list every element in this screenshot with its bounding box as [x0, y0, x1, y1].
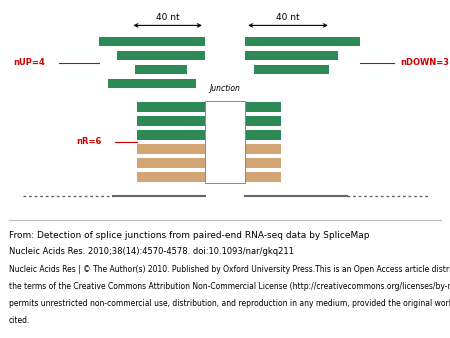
Bar: [245, 37, 360, 46]
Bar: [137, 172, 205, 182]
Bar: [245, 144, 281, 153]
Text: 40 nt: 40 nt: [276, 14, 300, 22]
Text: cited.: cited.: [9, 316, 31, 325]
Bar: [245, 51, 338, 61]
Text: Junction: Junction: [210, 84, 240, 93]
Bar: [137, 144, 205, 153]
Bar: [117, 51, 205, 61]
Bar: [254, 65, 328, 74]
Text: the terms of the Creative Commons Attribution Non-Commercial License (http://cre: the terms of the Creative Commons Attrib…: [9, 282, 450, 291]
Text: nR=6: nR=6: [76, 138, 102, 146]
Text: 40 nt: 40 nt: [156, 14, 180, 22]
Bar: [135, 65, 187, 74]
Bar: [99, 37, 205, 46]
Text: permits unrestricted non-commercial use, distribution, and reproduction in any m: permits unrestricted non-commercial use,…: [9, 299, 450, 308]
Bar: [245, 172, 281, 182]
Bar: [205, 101, 245, 183]
Bar: [245, 158, 281, 168]
Bar: [245, 130, 281, 140]
Text: nUP=4: nUP=4: [14, 58, 45, 67]
Bar: [137, 130, 205, 140]
Text: From: Detection of splice junctions from paired-end RNA-seq data by SpliceMap: From: Detection of splice junctions from…: [9, 231, 369, 240]
Bar: [137, 102, 205, 112]
Text: Nucleic Acids Res | © The Author(s) 2010. Published by Oxford University Press.T: Nucleic Acids Res | © The Author(s) 2010…: [9, 265, 450, 274]
Text: Nucleic Acids Res. 2010;38(14):4570-4578. doi:10.1093/nar/gkq211: Nucleic Acids Res. 2010;38(14):4570-4578…: [9, 247, 294, 256]
Text: nDOWN=3: nDOWN=3: [400, 58, 450, 67]
Bar: [245, 102, 281, 112]
Bar: [245, 116, 281, 126]
Bar: [108, 79, 196, 88]
Bar: [137, 116, 205, 126]
Bar: [137, 158, 205, 168]
